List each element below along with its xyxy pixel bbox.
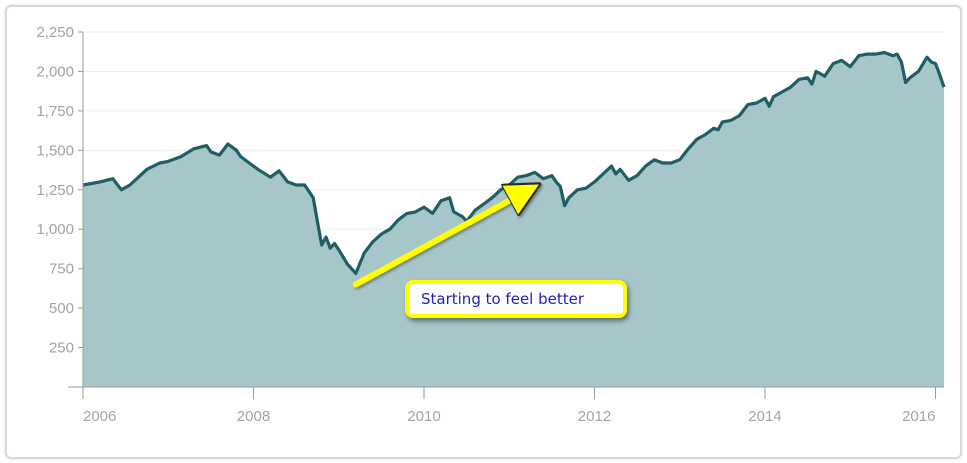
x-tick-label: 2016 [902,408,935,425]
y-tick-label: 1,750 [36,103,74,120]
y-axis-ticks: 250 500 750 1,000 1,250 1,500 1,750 2,000 2,250 [36,24,83,388]
y-tick-label: 1,000 [36,221,74,238]
y-tick-label: 500 [49,300,74,317]
y-tick-label: 250 [49,340,74,357]
x-tick-label: 2008 [237,408,270,425]
axes [82,32,944,388]
y-tick-label: 2,250 [36,24,74,41]
series-area-fill [83,52,944,387]
x-tick-label: 2010 [407,408,440,425]
x-tick-label: 2012 [578,408,611,425]
annotation-callout: Starting to feel better [405,280,627,318]
x-axis-ticks: 2006 2008 2010 2012 2014 2016 [82,387,936,425]
y-tick-label: 2,000 [36,63,74,80]
annotation-arrow [352,191,526,288]
series-line [82,50,946,275]
y-tick-label: 750 [49,261,74,278]
x-tick-label: 2006 [83,408,116,425]
annotation-text: Starting to feel better [421,290,585,308]
y-tick-label: 1,500 [36,142,74,159]
y-tick-label: 1,250 [36,182,74,199]
x-tick-label: 2014 [748,408,781,425]
